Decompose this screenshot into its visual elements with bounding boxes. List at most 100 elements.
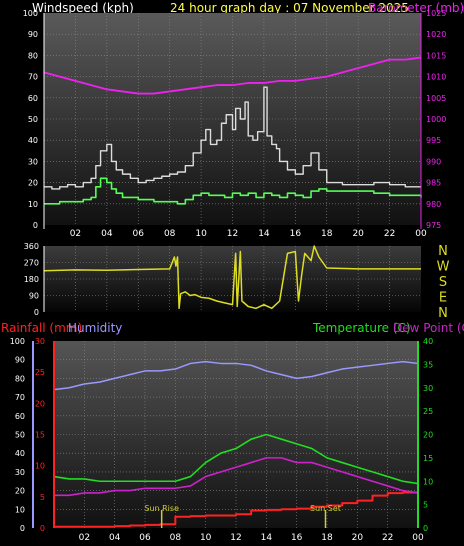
compass-label: N [438, 306, 448, 321]
barometer-title: Barometer (mb) [368, 1, 464, 15]
wind-x-tick: 18 [321, 229, 333, 239]
temperature-line [53, 433, 419, 485]
barometer-y-tick: 995 [426, 136, 441, 145]
rain-x-tick: 14 [261, 533, 273, 543]
rainfall-y-tick: 30 [35, 337, 45, 346]
wind-x-tick: 14 [258, 229, 270, 239]
wind-x-tick: 12 [227, 229, 238, 239]
rainfall-y-tick: 0 [40, 524, 45, 533]
sun-marker-label: Sun Set [310, 504, 341, 513]
rain-x-tick: 04 [109, 533, 121, 543]
wind-y-tick: 20 [28, 179, 38, 188]
wind-y-tick: 30 [28, 157, 38, 166]
temperature-y-tick: 10 [423, 477, 433, 486]
rain-x-tick: 18 [321, 533, 333, 543]
wind-y-tick: 80 [28, 51, 38, 60]
barometer-y-tick: 985 [426, 179, 441, 188]
direction-y-tick: 270 [24, 259, 39, 268]
wind-y-tick: 90 [28, 30, 38, 39]
rainfall-y-tick: 25 [35, 368, 45, 377]
humidity-y-tick: 60 [15, 412, 25, 421]
barometer-y-tick: 1020 [426, 30, 446, 39]
temperature-y-tick: 35 [423, 360, 433, 369]
rain-x-tick: 08 [170, 533, 182, 543]
windspeed-title: Windspeed (kph) [32, 1, 134, 15]
humidity-title: Humidity [68, 321, 122, 335]
wind-x-tick: 02 [70, 229, 81, 239]
wind-x-tick: 16 [290, 229, 302, 239]
barometer-y-tick: 980 [426, 200, 441, 209]
humidity-y-tick: 30 [15, 468, 25, 477]
rainfall-title: Rainfall (mm) [1, 321, 82, 335]
humidity-y-tick: 100 [10, 337, 25, 346]
humidity-y-tick: 90 [15, 356, 25, 365]
temperature-y-tick: 25 [423, 407, 433, 416]
temperature-y-tick: 30 [423, 384, 433, 393]
direction-y-tick: 180 [24, 275, 39, 284]
rain-x-tick: 00 [412, 533, 424, 543]
direction-y-tick: 360 [24, 242, 39, 251]
barometer-y-tick: 1025 [426, 9, 446, 18]
wind-x-tick: 22 [384, 229, 395, 239]
compass-label: E [439, 291, 447, 306]
dewpoint-line [54, 457, 419, 497]
barometer-y-tick: 975 [426, 221, 441, 230]
barometer-y-tick: 1005 [426, 94, 446, 103]
humidity-y-tick: 70 [15, 393, 25, 402]
humidity-y-tick: 40 [15, 449, 25, 458]
wind-y-tick: 10 [28, 200, 38, 209]
wind-direction-line [43, 245, 421, 310]
rain-x-tick: 20 [352, 533, 364, 543]
rain-x-tick: 12 [230, 533, 241, 543]
wind-x-tick: 04 [101, 229, 113, 239]
rain-x-tick: 02 [79, 533, 90, 543]
temperature-y-tick: 20 [423, 431, 433, 440]
humidity-y-tick: 50 [15, 431, 25, 440]
rain-x-tick: 16 [291, 533, 303, 543]
wind-y-tick: 70 [28, 73, 38, 82]
rainfall-y-tick: 10 [35, 462, 45, 471]
humidity-y-tick: 80 [15, 374, 25, 383]
sun-marker-label: Sun Rise [144, 504, 179, 513]
compass-label: S [439, 275, 447, 290]
windspeed-gust-line [44, 86, 421, 190]
humidity-y-tick: 10 [15, 505, 25, 514]
wind-x-tick: 06 [133, 229, 145, 239]
temperature-y-tick: 5 [423, 501, 428, 510]
graph-date-title: 24 hour graph day : 07 November 2025 [170, 1, 409, 15]
windspeed-avg-line [44, 177, 422, 205]
barometer-y-tick: 1010 [426, 73, 446, 82]
rainfall-line [54, 491, 419, 528]
temperature-y-tick: 40 [423, 337, 433, 346]
barometer-y-tick: 990 [426, 157, 441, 166]
wind-x-tick: 08 [164, 229, 176, 239]
wind-y-tick: 40 [28, 136, 38, 145]
rainfall-y-tick: 20 [35, 399, 45, 408]
barometer-line [43, 56, 422, 95]
rain-x-tick: 10 [200, 533, 212, 543]
barometer-y-tick: 1015 [426, 51, 446, 60]
wind-y-tick: 50 [28, 115, 38, 124]
temperature-title: Temperature (C) [312, 321, 411, 335]
humidity-y-tick: 20 [15, 487, 25, 496]
dewpoint-title: Dew Point (C) [393, 321, 464, 335]
rain-x-tick: 06 [139, 533, 151, 543]
wind-y-tick: 60 [28, 94, 38, 103]
barometer-y-tick: 1000 [426, 115, 446, 124]
rainfall-y-tick: 5 [40, 493, 45, 502]
rain-x-tick: 22 [382, 533, 393, 543]
wind-x-tick: 20 [352, 229, 364, 239]
wind-y-tick: 0 [33, 221, 38, 230]
humidity-y-tick: 0 [20, 524, 25, 533]
direction-y-tick: 90 [29, 292, 39, 301]
wind-y-tick: 100 [23, 9, 38, 18]
wind-x-tick: 10 [195, 229, 207, 239]
direction-y-tick: 0 [34, 308, 39, 317]
compass-label: N [438, 244, 448, 259]
rainfall-y-tick: 15 [35, 431, 45, 440]
humidity-line [53, 360, 419, 391]
wind-x-tick: 00 [415, 229, 427, 239]
temperature-y-tick: 15 [423, 454, 433, 463]
compass-label: W [437, 260, 450, 275]
